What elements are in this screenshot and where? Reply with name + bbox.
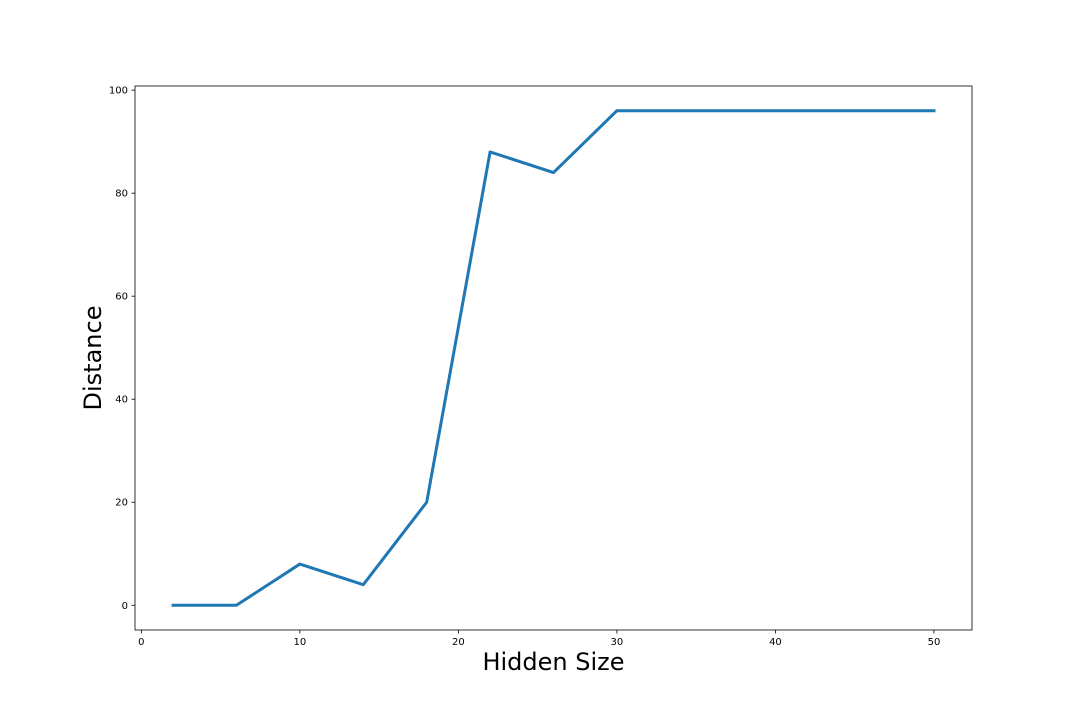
plot-frame bbox=[134, 85, 973, 631]
x-tick-label: 0 bbox=[138, 637, 144, 648]
x-tick-label: 50 bbox=[928, 637, 941, 648]
y-tick-label: 0 bbox=[122, 601, 128, 612]
series-layer bbox=[171, 109, 936, 607]
x-tick-label: 10 bbox=[293, 637, 306, 648]
y-tick-label: 60 bbox=[115, 292, 128, 303]
x-axis-ticks: 0 10 20 30 40 50 bbox=[138, 630, 940, 648]
x-tick-label: 20 bbox=[452, 637, 465, 648]
y-axis-ticks: 0 20 40 60 80 100 bbox=[109, 86, 135, 612]
series-line bbox=[171, 109, 936, 607]
y-tick-label: 40 bbox=[115, 395, 128, 406]
x-tick-label: 30 bbox=[611, 637, 624, 648]
y-tick-label: 100 bbox=[109, 86, 128, 97]
x-tick-label: 40 bbox=[769, 637, 782, 648]
y-tick-label: 80 bbox=[115, 189, 128, 200]
y-tick-label: 20 bbox=[115, 498, 128, 509]
x-axis-label: Hidden Size bbox=[482, 648, 624, 676]
y-axis-label: Distance bbox=[79, 306, 107, 411]
